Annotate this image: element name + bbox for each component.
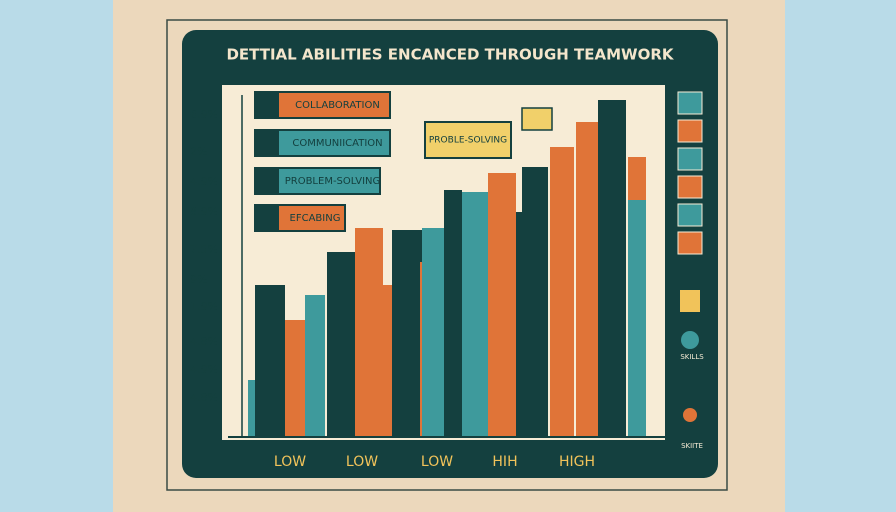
bar [598,100,626,437]
side-icon [677,147,703,171]
title: DETTIAL ABILITIES ENCANCED THROUGH TEAMW… [226,46,674,64]
bar [285,320,305,437]
y-label: 4.9% [190,363,218,376]
bar [488,173,516,437]
side-icon [677,175,703,199]
bar [255,285,285,437]
x-label: HIH [492,454,517,470]
legend-swatch [255,205,279,231]
legend-label: PROBLEM-SOLVING [285,176,381,187]
bar [305,295,325,437]
bar [327,252,355,437]
bar [462,192,488,437]
side-icon [681,331,699,349]
bar [248,380,256,437]
y-label: 4.8% [190,335,218,348]
bars [248,100,646,437]
callout-box [424,121,512,159]
y-label: 7.5% [190,243,218,256]
y-label: 4.9% [190,175,218,188]
x-label: HIGH [559,454,595,470]
y-label: 8.9% [190,205,218,218]
labels: COLLABORATION COMMUNIICATION PROBLEM-SOLVI… [190,91,704,470]
bar [355,228,383,437]
x-label: LOW [346,454,378,470]
side-icon [677,119,703,143]
x-label: LOW [421,454,453,470]
bar [550,147,574,437]
outer-frame [166,19,728,491]
legend-label: COLLABORATION [295,100,380,111]
legend-swatch [255,130,279,156]
side-icon [677,203,703,227]
bar [576,122,598,437]
bar [392,230,422,437]
legend-swatch [255,92,279,118]
side-icon [677,91,703,115]
side-label: SKILLS [680,353,704,361]
side-label: SKIITE [681,442,703,450]
side-icon [677,231,703,255]
y-label: 6.9% [190,108,218,121]
callout: PROBLE-SOLVING [429,136,507,146]
bar [444,190,462,437]
y-label: 2% [190,145,207,158]
bar [522,167,548,437]
y-label: 9% [190,273,207,286]
bar [383,285,393,437]
bar [422,228,444,437]
x-label: LOW [274,454,306,470]
y-label: 1.9% [190,300,218,313]
legend-label: EFCABING [290,213,341,224]
side-icon [680,290,700,312]
legend-swatch [255,168,279,194]
callout-box-small [521,107,553,131]
legend-label: COMMUNIICATION [292,138,382,149]
y-label: 4.8% [190,391,218,404]
side-icon [683,408,697,422]
bar [628,200,646,437]
